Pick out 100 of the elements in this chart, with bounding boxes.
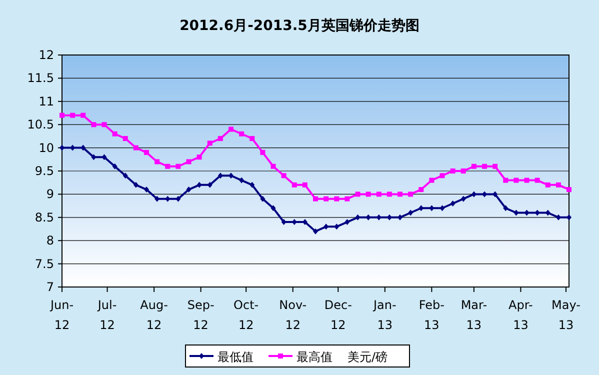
point bbox=[366, 192, 371, 197]
point bbox=[344, 219, 350, 226]
point bbox=[165, 164, 170, 169]
point bbox=[355, 192, 360, 197]
x-tick-label: Sep-12 bbox=[187, 298, 214, 332]
point bbox=[112, 163, 118, 170]
y-tick-label: 12 bbox=[38, 48, 54, 62]
x-tick-label: Jan-13 bbox=[372, 298, 396, 332]
point bbox=[207, 140, 212, 146]
point bbox=[503, 205, 508, 212]
point bbox=[218, 172, 223, 179]
point bbox=[460, 196, 466, 202]
point bbox=[534, 178, 540, 183]
point bbox=[450, 200, 456, 206]
point bbox=[566, 214, 572, 220]
legend-title: 美元/磅 bbox=[348, 350, 388, 364]
x-tick-label: Jul-12 bbox=[96, 298, 117, 332]
point bbox=[313, 228, 318, 234]
point bbox=[239, 131, 244, 136]
legend-label: 最高值 bbox=[296, 350, 332, 364]
point bbox=[514, 178, 519, 183]
chart-title: 2012.6月-2013.5月英国锑价走势图 bbox=[180, 18, 420, 34]
point bbox=[144, 186, 149, 193]
point bbox=[492, 164, 498, 169]
point bbox=[228, 172, 234, 179]
point bbox=[112, 131, 118, 136]
x-tick-label: Aug-12 bbox=[140, 298, 168, 332]
y-tick-label: 11.5 bbox=[27, 71, 54, 86]
y-tick-label: 9 bbox=[46, 187, 54, 202]
point bbox=[102, 154, 107, 160]
point bbox=[482, 191, 487, 198]
point bbox=[334, 196, 340, 202]
point bbox=[218, 136, 223, 142]
x-tick-label: Mar-13 bbox=[460, 298, 488, 332]
point bbox=[524, 178, 530, 183]
point bbox=[313, 196, 318, 202]
point bbox=[196, 182, 202, 188]
point bbox=[408, 192, 414, 197]
point bbox=[386, 192, 392, 197]
point bbox=[292, 182, 297, 188]
point bbox=[176, 164, 181, 169]
point bbox=[408, 210, 414, 216]
y-tick-label: 10.5 bbox=[27, 118, 54, 132]
point bbox=[566, 187, 572, 192]
point bbox=[503, 178, 508, 183]
point bbox=[196, 154, 202, 160]
point bbox=[176, 196, 181, 202]
point bbox=[334, 224, 340, 230]
point bbox=[471, 164, 476, 169]
x-tick-label: Dec-12 bbox=[324, 298, 352, 332]
y-tick-label: 11 bbox=[38, 94, 54, 108]
point bbox=[260, 150, 266, 155]
point bbox=[398, 214, 402, 220]
point bbox=[355, 214, 360, 220]
point bbox=[91, 122, 96, 128]
point bbox=[556, 214, 561, 220]
y-tick-label: 7 bbox=[46, 280, 54, 294]
point bbox=[440, 173, 445, 178]
point bbox=[80, 144, 86, 151]
point bbox=[144, 150, 149, 155]
point bbox=[122, 172, 128, 179]
point bbox=[440, 205, 445, 212]
point bbox=[450, 168, 456, 174]
point bbox=[239, 177, 244, 184]
x-tick-label: Oct-12 bbox=[234, 298, 259, 332]
point bbox=[492, 191, 498, 198]
point bbox=[133, 182, 138, 188]
point bbox=[260, 196, 266, 202]
point bbox=[281, 173, 286, 178]
x-tick-label: Apr-13 bbox=[508, 298, 533, 332]
y-tick-label: 8.5 bbox=[34, 210, 54, 224]
point bbox=[344, 196, 350, 202]
point bbox=[429, 178, 434, 183]
point bbox=[186, 186, 192, 193]
x-tick-label: Jun-12 bbox=[49, 298, 74, 332]
point bbox=[186, 159, 192, 164]
legend-label: 最低值 bbox=[218, 350, 254, 364]
point bbox=[80, 112, 86, 118]
y-tick-label: 8 bbox=[46, 234, 54, 248]
point bbox=[302, 182, 308, 188]
point bbox=[102, 122, 107, 128]
y-tick-label: 9.5 bbox=[34, 164, 54, 178]
point bbox=[70, 112, 76, 118]
point bbox=[460, 168, 466, 174]
y-tick-label: 10 bbox=[38, 140, 54, 155]
point bbox=[60, 112, 64, 118]
point bbox=[154, 159, 160, 164]
point bbox=[324, 196, 329, 202]
x-tick-label: Nov-12 bbox=[279, 298, 307, 332]
point bbox=[376, 192, 382, 197]
point bbox=[482, 164, 487, 169]
point bbox=[250, 182, 255, 188]
point bbox=[556, 182, 561, 188]
point bbox=[398, 192, 402, 197]
point bbox=[270, 164, 276, 169]
point bbox=[270, 205, 276, 212]
point bbox=[471, 191, 476, 198]
point bbox=[228, 126, 234, 132]
point bbox=[133, 145, 138, 150]
point bbox=[545, 182, 550, 188]
